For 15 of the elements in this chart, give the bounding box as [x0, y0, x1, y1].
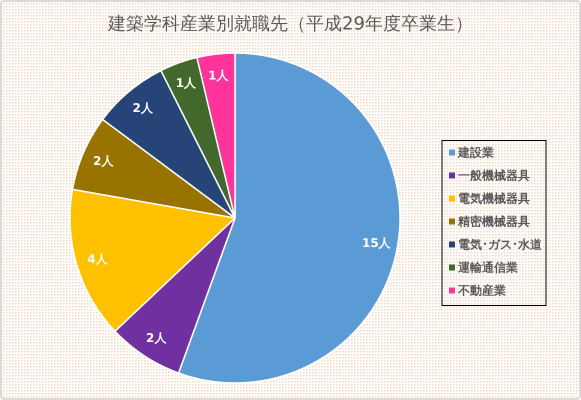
data-label: 1人 [208, 68, 230, 82]
legend-label: 運輸通信業 [457, 260, 518, 274]
legend-label: 精密機械器具 [457, 214, 530, 228]
data-label: 2人 [132, 101, 154, 116]
legend-label: 一般機械器具 [458, 168, 530, 182]
data-label: 15人 [362, 236, 392, 250]
chart-title: 建築学科産業別就職先（平成29年度卒業生） [107, 14, 473, 34]
data-label: 1人 [176, 76, 198, 90]
legend-label: 電気･ガス･水道 [458, 238, 543, 252]
legend-label: 電気機械器具 [458, 192, 530, 206]
legend-label: 建設業 [457, 146, 494, 160]
data-label: 2人 [93, 154, 114, 168]
legend-label: 不動産業 [457, 284, 506, 298]
data-label: 2人 [146, 330, 168, 345]
data-label: 4人 [87, 252, 109, 266]
